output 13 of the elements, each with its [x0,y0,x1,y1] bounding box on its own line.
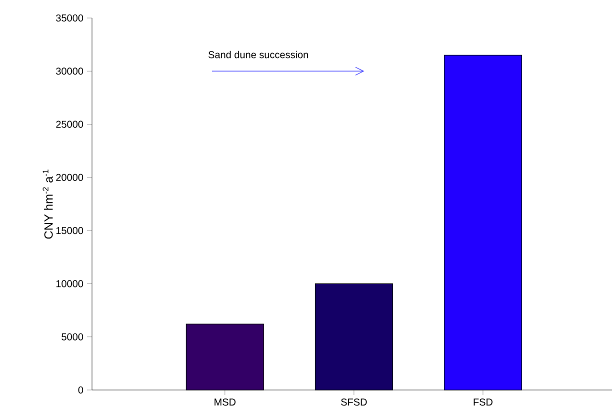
x-tick-label: MSD [214,398,236,406]
y-tick-label: 5000 [62,333,84,340]
y-tick-label: 35000 [56,14,84,22]
y-tick-label: 15000 [56,227,84,234]
y-tick-label: 10000 [56,280,84,288]
x-tick-label: SFSD [341,398,367,406]
y-tick-label: 0 [78,386,84,394]
y-tick-label: 30000 [56,68,84,75]
y-tick-label: 20000 [56,174,84,181]
y-tick-label: 25000 [56,120,84,128]
x-tick-label: FSD [474,398,492,406]
y-axis-title: CNY hm$^{-2}$ a$^{-1}$ [42,170,53,239]
annotation: Sand dune succession [208,50,308,58]
